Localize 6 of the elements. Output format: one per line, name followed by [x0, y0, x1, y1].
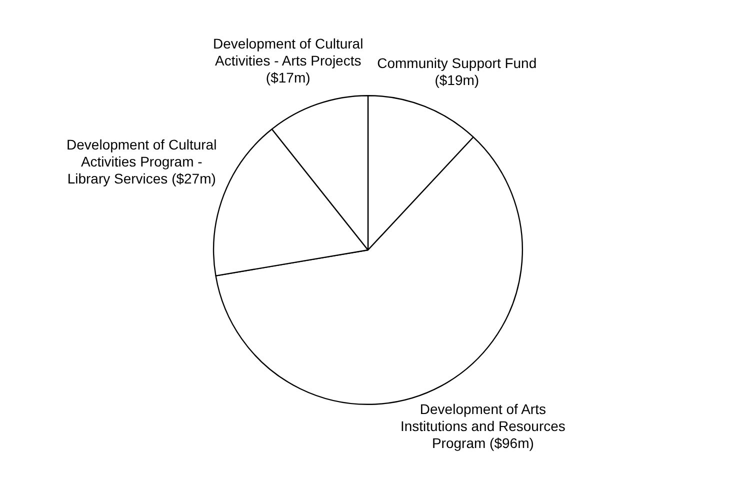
data-label: ($19m): [434, 72, 480, 88]
slice-label: Development of Cultural Activities - Arts Projects: [213, 36, 364, 69]
slice-label: Development of Arts Institutions and Resources Program ($96m): [400, 401, 566, 452]
slice-label: Community Support Fund: [377, 54, 537, 71]
data-label: ($17m): [266, 70, 310, 86]
slice-label: Development of Cultural Activities Program - Library Services ($27m): [66, 136, 217, 187]
